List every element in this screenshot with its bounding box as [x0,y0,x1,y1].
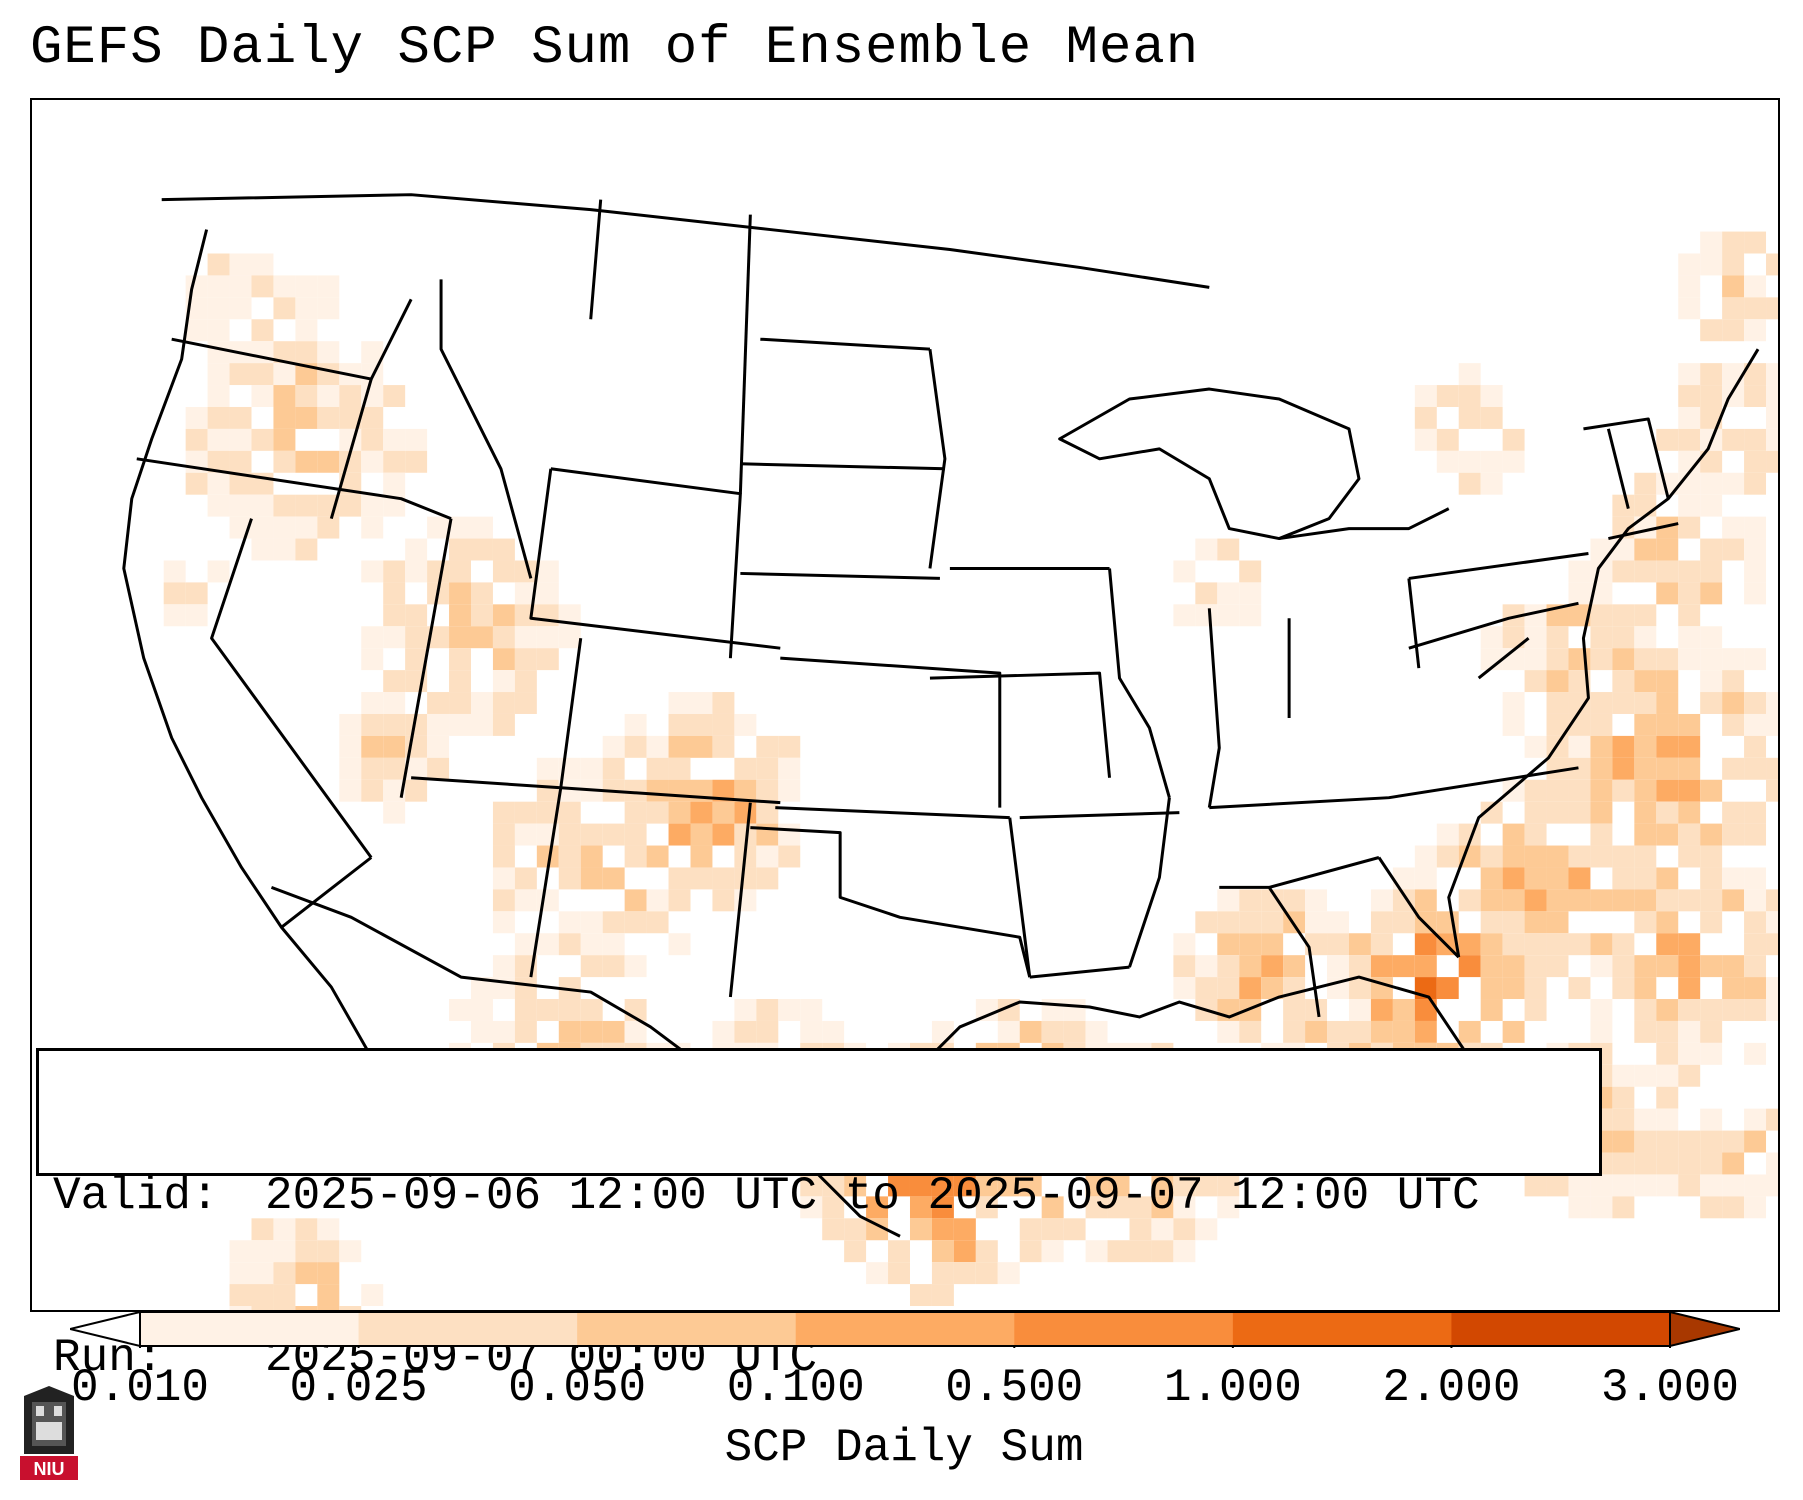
colorbar-segment [358,1312,578,1346]
colorbar-tick-label: 1.000 [1163,1362,1302,1414]
colorbar-tick-label: 0.010 [70,1362,210,1414]
colorbar-segment [1451,1312,1671,1346]
valid-label: Valid: [53,1170,219,1222]
colorbar-tick-label: 2.000 [1382,1362,1521,1414]
colorbar [70,1310,1740,1348]
atlantic-coastline [1447,348,1760,958]
valid-value: 2025-09-06 12:00 UTC to 2025-09-07 12:00… [265,1170,1480,1222]
map-canvas [122,193,1778,1310]
colorbar-tick-label: 0.025 [289,1362,428,1414]
state-borders-layer [122,193,1760,1238]
colorbar-tick-label: 0.050 [508,1362,647,1414]
valid-run-info-box: Valid: 2025-09-06 12:00 UTC to 2025-09-07… [36,1048,1602,1384]
map-title: GEFS Daily SCP Sum of Ensemble Mean [30,18,1200,79]
niu-logo: NIU [20,1386,78,1480]
colorbar-tick-label: 0.500 [945,1362,1084,1414]
great-lakes-outline [1058,387,1361,541]
pacific-coastline [122,229,433,1178]
colorbar-over-arrow [1669,1310,1740,1348]
colorbar-segment [1014,1312,1234,1346]
svg-text:NIU: NIU [34,1459,65,1479]
gulf-coastline [898,975,1530,1137]
scp-shading-layer [163,231,1778,1310]
colorbar-segment [577,1312,797,1346]
us-mexico-border [270,885,901,1238]
colorbar-segment [795,1312,1015,1346]
colorbar-tick-label: 3.000 [1600,1362,1740,1414]
colorbar-segment [140,1312,360,1346]
colorbar-label: SCP Daily Sum [724,1422,1084,1474]
us-canada-border [161,193,1210,289]
colorbar-under-arrow [70,1310,141,1348]
colorbar-tick-label: 0.100 [726,1362,865,1414]
colorbar-segment [1232,1312,1452,1346]
